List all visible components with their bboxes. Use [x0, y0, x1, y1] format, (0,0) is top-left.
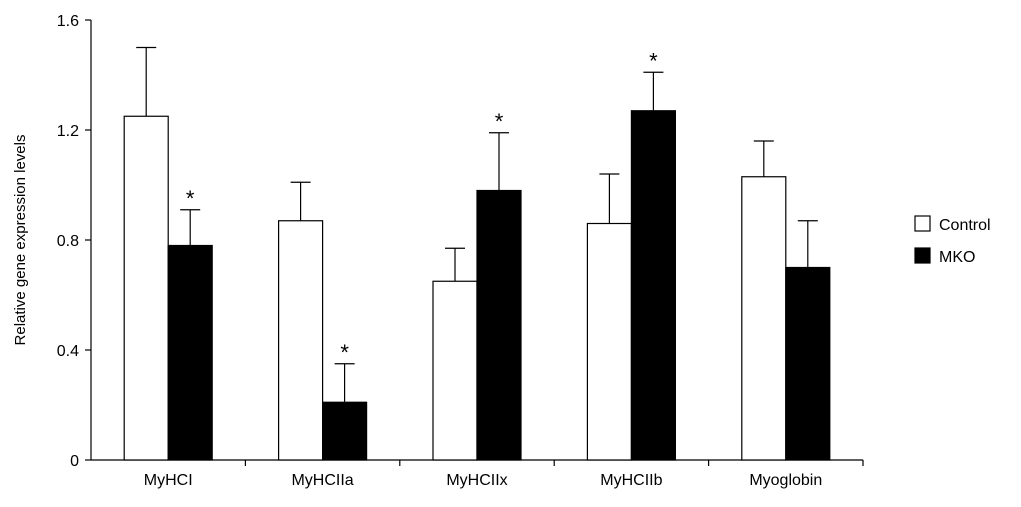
y-tick-label: 1.6 — [57, 13, 79, 30]
y-axis-label: Relative gene expression levels — [12, 135, 29, 346]
significance-marker: * — [495, 109, 504, 134]
x-category-label: Myoglobin — [749, 472, 822, 489]
bar-control — [741, 176, 787, 461]
x-category-label: MyHCIIb — [600, 472, 662, 489]
bar-mko — [476, 189, 522, 461]
bar-control — [123, 115, 169, 461]
x-category-label: MyHCI — [144, 472, 193, 489]
legend-label-control: Control — [939, 217, 991, 234]
bar-mko — [167, 244, 213, 461]
axes: 0 0.4 0.8 1.2 1.6 Relative gene expression le… — [12, 13, 864, 470]
y-tick-label: 0.8 — [57, 233, 79, 250]
bars — [123, 46, 831, 461]
bar-control — [586, 222, 633, 461]
y-tick-label: 0.4 — [57, 343, 79, 360]
legend-label-mko: MKO — [939, 249, 975, 266]
y-tick-label: 1.2 — [57, 123, 79, 140]
bar-mko — [630, 110, 677, 461]
significance-marker: * — [340, 340, 349, 365]
significance-marker: * — [186, 186, 195, 211]
y-tick-label: 0 — [70, 453, 79, 470]
x-category-label: MyHCIIa — [291, 472, 353, 489]
legend-swatch-mko — [914, 247, 931, 264]
bar-mko — [785, 266, 831, 461]
bar-control — [278, 220, 324, 461]
legend: Control MKO — [914, 215, 991, 266]
bar-control — [432, 280, 478, 461]
bar-mko — [322, 401, 368, 461]
significance-marker: * — [649, 48, 658, 73]
labels: MyHCI * MyHCIIa * MyHCIIx * MyHCIIb * Myoglobin — [144, 48, 823, 489]
legend-swatch-control — [914, 215, 931, 232]
x-category-label: MyHCIIx — [446, 472, 507, 489]
